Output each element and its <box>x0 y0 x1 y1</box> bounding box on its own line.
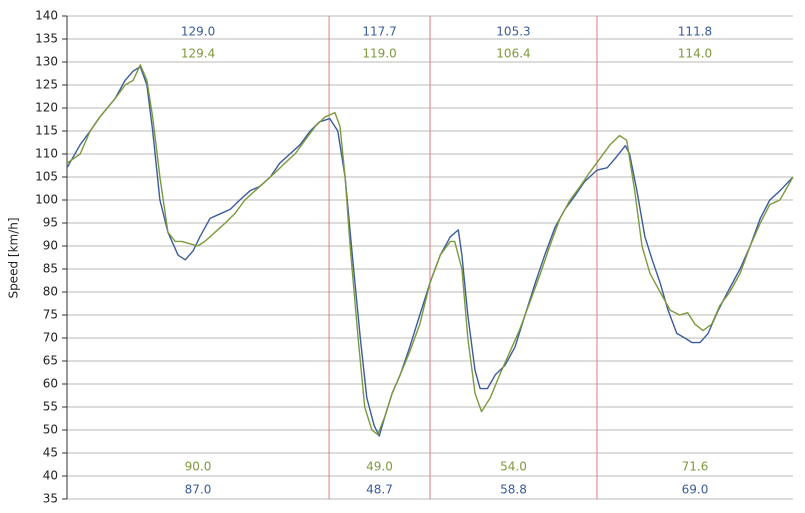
y-tick-label: 85 <box>43 262 58 276</box>
y-tick-label: 110 <box>35 147 58 161</box>
y-tick-label: 40 <box>43 469 58 483</box>
y-tick-label: 95 <box>43 216 58 230</box>
series-line <box>66 64 794 436</box>
sector-max-label: 114.0 <box>678 47 712 61</box>
sector-max-label: 129.4 <box>181 47 215 61</box>
y-tick-label: 35 <box>43 492 58 506</box>
y-tick-label: 80 <box>43 285 58 299</box>
y-tick-label: 130 <box>35 55 58 69</box>
sector-max-label: 117.7 <box>362 25 396 39</box>
y-tick-label: 50 <box>43 423 58 437</box>
y-tick-label: 75 <box>43 308 58 322</box>
sector-min-label: 71.6 <box>682 460 709 474</box>
sector-min-label: 90.0 <box>185 460 212 474</box>
sector-min-label: 49.0 <box>366 460 393 474</box>
y-tick-label: 45 <box>43 446 58 460</box>
y-tick-label: 115 <box>35 124 58 138</box>
y-tick-label: 140 <box>35 9 58 23</box>
sector-min-label: 54.0 <box>500 460 527 474</box>
y-tick-label: 120 <box>35 101 58 115</box>
y-tick-label: 60 <box>43 377 58 391</box>
y-tick-label: 90 <box>43 239 58 253</box>
y-tick-label: 70 <box>43 331 58 345</box>
y-tick-label: 100 <box>35 193 58 207</box>
y-tick-label: 135 <box>35 32 58 46</box>
sector-min-label: 48.7 <box>366 483 393 497</box>
sector-max-label: 111.8 <box>678 25 712 39</box>
y-axis-label: Speed [km/h] <box>7 217 21 298</box>
y-tick-label: 55 <box>43 400 58 414</box>
sector-max-label: 119.0 <box>362 47 396 61</box>
y-tick-label: 105 <box>35 170 58 184</box>
sector-min-label: 69.0 <box>682 483 709 497</box>
sector-min-label: 58.8 <box>500 483 527 497</box>
sector-max-label: 105.3 <box>496 25 530 39</box>
sector-min-label: 87.0 <box>185 483 212 497</box>
y-tick-label: 125 <box>35 78 58 92</box>
sector-max-label: 129.0 <box>181 25 215 39</box>
sector-max-label: 106.4 <box>496 47 530 61</box>
y-tick-label: 65 <box>43 354 58 368</box>
